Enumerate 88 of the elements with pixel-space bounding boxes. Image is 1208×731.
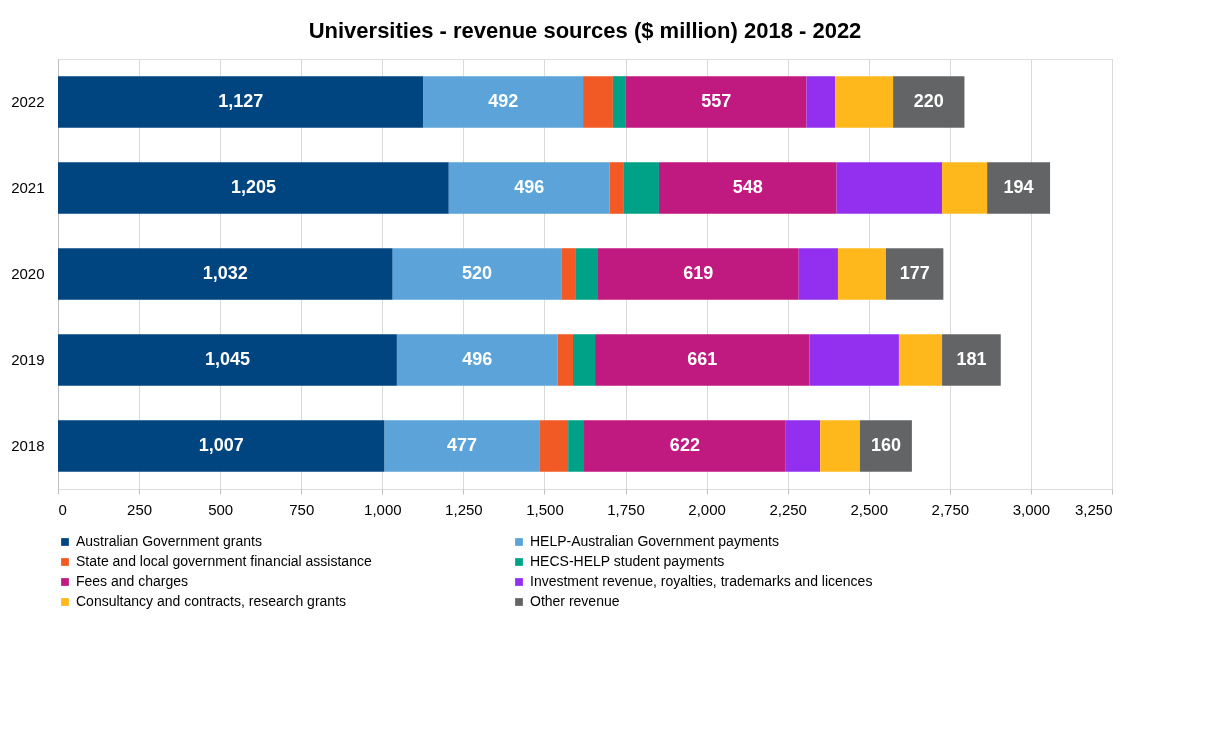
data-label: 1,127	[218, 91, 264, 111]
bar	[836, 162, 943, 214]
data-label: 492	[488, 91, 519, 111]
legend-label: Investment revenue, royalties, trademarks and licences	[530, 573, 873, 589]
x-tick-label: 3,250	[1074, 500, 1113, 518]
bar	[58, 334, 397, 386]
bar	[835, 76, 894, 128]
bar	[583, 76, 613, 128]
chart-title: Universities - revenue sources ($ million) 2018 - 2022	[308, 18, 862, 43]
x-tick-label: 1,000	[364, 500, 402, 518]
data-label: 477	[446, 435, 477, 455]
data-label: 160	[870, 435, 901, 455]
data-label: 1,032	[202, 263, 248, 283]
data-label: 194	[1003, 177, 1034, 197]
data-label: 548	[732, 177, 763, 197]
x-tick-label: 2,000	[688, 500, 726, 518]
bar	[396, 334, 558, 386]
bar	[384, 420, 540, 472]
data-label: 622	[669, 435, 700, 455]
bar	[423, 76, 584, 128]
bar	[623, 162, 659, 214]
bar	[820, 420, 861, 472]
bar	[58, 162, 449, 214]
x-tick-label: 2,750	[931, 500, 970, 518]
x-tick-label: 1,750	[607, 500, 645, 518]
bar	[942, 334, 1001, 386]
x-tick-label: 500	[208, 500, 234, 518]
bar	[658, 162, 837, 214]
bar	[58, 248, 393, 300]
y-tick-label: 2020	[11, 265, 45, 282]
bar	[557, 334, 573, 386]
legend-label: HECS-HELP student payments	[530, 553, 725, 569]
bar	[809, 334, 899, 386]
bar	[58, 76, 424, 128]
bar	[898, 334, 943, 386]
data-label: 661	[687, 349, 718, 369]
data-label: 1,045	[204, 349, 250, 369]
x-tick-label: 2,500	[850, 500, 889, 518]
data-label: 181	[956, 349, 987, 369]
bar	[392, 248, 562, 300]
y-tick-label: 2018	[11, 437, 45, 454]
bar	[987, 162, 1051, 214]
bar	[584, 420, 786, 472]
y-tick-label: 2019	[11, 351, 45, 368]
legend-label: Other revenue	[530, 593, 620, 609]
bar	[860, 420, 912, 472]
data-label: 557	[701, 91, 732, 111]
x-tick-label: 0	[58, 500, 67, 518]
data-label: 496	[462, 349, 493, 369]
bar	[573, 334, 596, 386]
y-tick-label: 2021	[11, 179, 45, 196]
data-label: 619	[683, 263, 714, 283]
bar	[568, 420, 585, 472]
bar	[575, 248, 598, 300]
legend-label: HELP-Australian Government payments	[530, 533, 779, 549]
data-label: 520	[461, 263, 493, 283]
bar	[561, 248, 576, 300]
bar	[942, 162, 988, 214]
bar	[539, 420, 569, 472]
x-tick-label: 3,000	[1012, 500, 1051, 518]
legend-label: State and local government financial assistance	[76, 553, 372, 569]
legend-label: Fees and charges	[76, 573, 189, 589]
legend-label: Consultancy and contracts, research grants	[76, 593, 347, 609]
data-label: 220	[913, 91, 944, 111]
x-tick-label: 1,500	[526, 500, 564, 518]
legend-label: Australian Government grants	[76, 533, 262, 549]
bar	[612, 76, 626, 128]
bar	[595, 334, 810, 386]
x-tick-label: 750	[289, 500, 315, 518]
data-label: 496	[514, 177, 545, 197]
data-label: 1,007	[198, 435, 244, 455]
x-tick-label: 250	[127, 500, 153, 518]
bar	[806, 76, 836, 128]
bar	[58, 420, 385, 472]
bar	[785, 420, 821, 472]
x-tick-label: 1,250	[445, 500, 483, 518]
y-tick-label: 2022	[11, 93, 45, 110]
bar	[448, 162, 610, 214]
bar	[893, 76, 965, 128]
bar	[837, 248, 886, 300]
data-label: 1,205	[230, 177, 276, 197]
bar	[609, 162, 624, 214]
bar	[798, 248, 838, 300]
x-tick-label: 2,250	[769, 500, 807, 518]
bar	[597, 248, 799, 300]
data-label: 177	[899, 263, 930, 283]
bar	[885, 248, 944, 300]
bar	[625, 76, 807, 128]
